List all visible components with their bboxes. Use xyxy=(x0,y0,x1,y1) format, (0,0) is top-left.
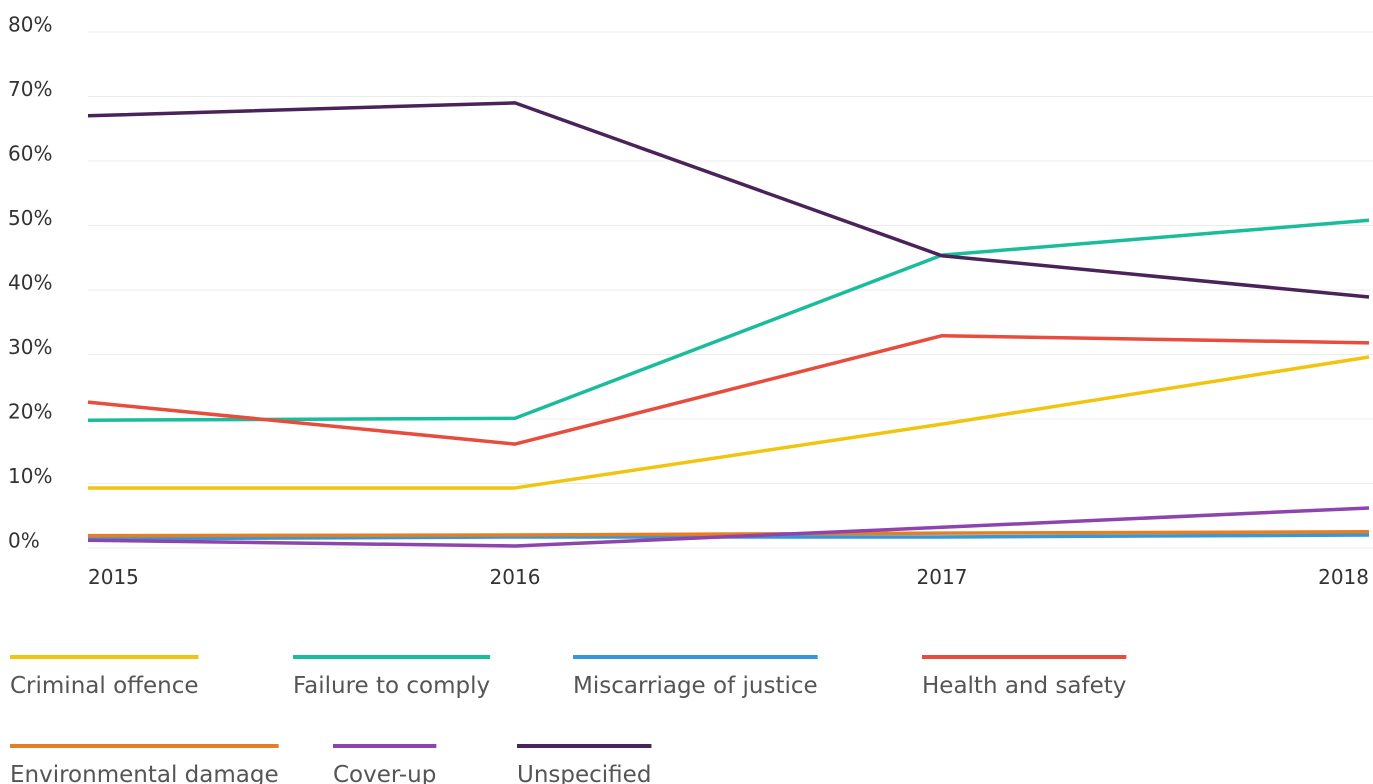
legend-label: Environmental damage xyxy=(10,762,279,784)
series-line xyxy=(87,506,1370,548)
legend-label: Criminal offence xyxy=(10,673,199,699)
series-line xyxy=(88,355,1370,490)
series-line xyxy=(87,530,1370,538)
legend-label: Unspecified xyxy=(517,762,651,784)
series-line xyxy=(87,333,1370,446)
y-tick-label: 0% xyxy=(8,529,40,553)
x-tick-label: 2016 xyxy=(490,565,541,589)
y-tick-label: 60% xyxy=(8,142,52,166)
x-tick-label: 2015 xyxy=(88,565,139,589)
y-tick-label: 10% xyxy=(8,464,52,488)
series-line xyxy=(87,218,1370,422)
x-tick-label: 2018 xyxy=(1318,565,1369,589)
legend-label: Cover-up xyxy=(333,762,436,784)
y-tick-label: 80% xyxy=(8,13,52,37)
y-tick-label: 20% xyxy=(8,400,52,424)
legend-label: Failure to comply xyxy=(293,673,490,699)
y-tick-label: 70% xyxy=(8,77,52,101)
legend-label: Health and safety xyxy=(922,673,1126,699)
x-tick-label: 2017 xyxy=(917,565,968,589)
legend-label: Miscarriage of justice xyxy=(573,673,818,699)
y-tick-label: 50% xyxy=(8,206,52,230)
y-tick-label: 40% xyxy=(8,271,52,295)
y-tick-label: 30% xyxy=(8,335,52,359)
series-line xyxy=(87,101,1370,299)
